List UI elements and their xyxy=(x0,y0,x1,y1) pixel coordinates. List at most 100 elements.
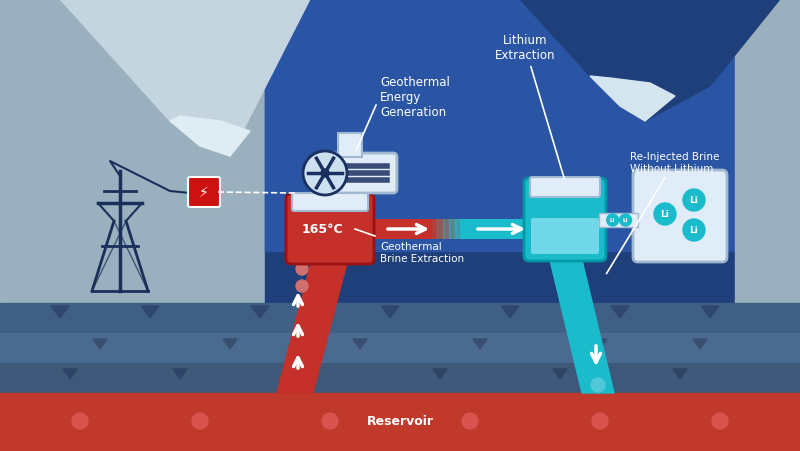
FancyBboxPatch shape xyxy=(286,194,374,264)
FancyBboxPatch shape xyxy=(321,154,397,193)
Bar xyxy=(462,220,464,239)
Circle shape xyxy=(606,215,618,226)
Circle shape xyxy=(619,215,631,226)
Bar xyxy=(435,220,436,239)
Polygon shape xyxy=(611,306,629,318)
Text: 165°C: 165°C xyxy=(301,223,343,236)
Polygon shape xyxy=(520,0,780,122)
Polygon shape xyxy=(223,339,237,349)
Polygon shape xyxy=(277,259,348,393)
Bar xyxy=(445,220,446,239)
Bar xyxy=(0,333,800,363)
Bar xyxy=(338,133,362,158)
Bar xyxy=(0,363,800,393)
Bar xyxy=(464,220,465,239)
Bar xyxy=(441,220,442,239)
Bar xyxy=(451,220,453,239)
Polygon shape xyxy=(553,369,567,379)
Text: Geothermal
Brine Extraction: Geothermal Brine Extraction xyxy=(380,241,464,263)
Text: Li: Li xyxy=(690,226,698,235)
Bar xyxy=(459,220,460,239)
Circle shape xyxy=(192,413,208,429)
Bar xyxy=(446,220,447,239)
Circle shape xyxy=(712,413,728,429)
Bar xyxy=(454,220,455,239)
Polygon shape xyxy=(590,77,675,122)
Circle shape xyxy=(592,413,608,429)
Bar xyxy=(465,220,466,239)
Bar xyxy=(436,220,438,239)
Bar xyxy=(432,220,434,239)
Polygon shape xyxy=(381,306,399,318)
Bar xyxy=(455,220,457,239)
Bar xyxy=(431,220,433,239)
Polygon shape xyxy=(501,306,519,318)
Bar xyxy=(443,220,445,239)
Polygon shape xyxy=(141,306,159,318)
Text: ⚡: ⚡ xyxy=(199,186,209,199)
Circle shape xyxy=(591,378,605,392)
Text: Li: Li xyxy=(610,218,615,223)
Polygon shape xyxy=(353,339,367,349)
Circle shape xyxy=(321,170,329,178)
Circle shape xyxy=(683,220,705,241)
Bar xyxy=(599,213,638,227)
Bar xyxy=(453,220,454,239)
Bar xyxy=(430,220,431,239)
Circle shape xyxy=(296,281,308,292)
FancyBboxPatch shape xyxy=(530,178,600,198)
Bar xyxy=(735,0,800,451)
Polygon shape xyxy=(0,0,310,156)
Circle shape xyxy=(296,263,308,276)
Circle shape xyxy=(72,413,88,429)
Text: Reservoir: Reservoir xyxy=(366,414,434,428)
Bar xyxy=(460,220,462,239)
Bar xyxy=(456,220,458,239)
Bar xyxy=(366,220,460,239)
Bar xyxy=(450,220,452,239)
Text: Lithium
Extraction: Lithium Extraction xyxy=(494,34,564,179)
Bar xyxy=(437,220,438,239)
Bar xyxy=(458,220,459,239)
Polygon shape xyxy=(51,306,69,318)
Text: Re-Injected Brine
Without Lithium: Re-Injected Brine Without Lithium xyxy=(606,152,719,274)
Polygon shape xyxy=(93,339,107,349)
Polygon shape xyxy=(473,339,487,349)
Bar xyxy=(460,220,540,239)
Bar xyxy=(446,220,448,239)
FancyBboxPatch shape xyxy=(292,193,368,212)
Polygon shape xyxy=(251,306,269,318)
Polygon shape xyxy=(63,369,77,379)
Polygon shape xyxy=(173,369,187,379)
Bar xyxy=(442,220,443,239)
Bar xyxy=(434,220,435,239)
Polygon shape xyxy=(433,369,447,379)
Bar xyxy=(0,393,800,451)
Bar xyxy=(265,0,735,451)
Polygon shape xyxy=(701,306,719,318)
Polygon shape xyxy=(693,339,707,349)
Circle shape xyxy=(462,413,478,429)
FancyBboxPatch shape xyxy=(524,179,606,262)
Bar xyxy=(461,220,462,239)
FancyBboxPatch shape xyxy=(531,219,599,254)
Polygon shape xyxy=(673,369,687,379)
Circle shape xyxy=(654,203,676,226)
Circle shape xyxy=(303,152,347,196)
Bar xyxy=(440,220,441,239)
Bar xyxy=(265,0,735,252)
Bar xyxy=(0,304,800,333)
Polygon shape xyxy=(593,339,607,349)
Text: Li: Li xyxy=(622,218,628,223)
Polygon shape xyxy=(170,117,250,156)
FancyBboxPatch shape xyxy=(633,170,727,262)
Bar xyxy=(438,220,440,239)
Text: Geothermal
Energy
Generation: Geothermal Energy Generation xyxy=(356,75,450,151)
Bar xyxy=(0,0,265,451)
Polygon shape xyxy=(549,257,614,393)
Circle shape xyxy=(322,413,338,429)
FancyBboxPatch shape xyxy=(188,178,220,207)
Text: Li: Li xyxy=(661,210,670,219)
Polygon shape xyxy=(303,369,317,379)
Circle shape xyxy=(683,189,705,212)
